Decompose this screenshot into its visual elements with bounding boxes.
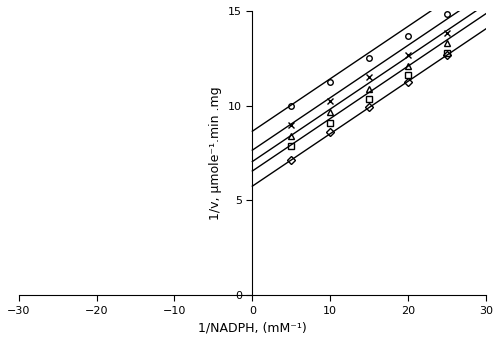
X-axis label: 1/NADPH, (mM⁻¹): 1/NADPH, (mM⁻¹): [198, 321, 306, 334]
Y-axis label: 1/v, μmole⁻¹.min .mg: 1/v, μmole⁻¹.min .mg: [210, 86, 222, 220]
